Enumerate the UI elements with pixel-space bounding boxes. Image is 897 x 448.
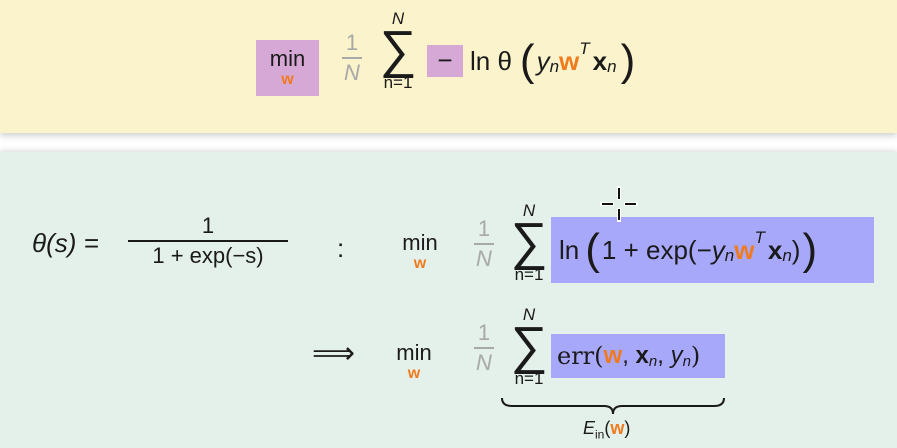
x-vector: x <box>767 234 783 265</box>
row1-fraction-1-over-N: 1 N <box>474 218 494 270</box>
row2-min-w: min w <box>386 342 442 382</box>
top-min-w: min w <box>256 40 319 96</box>
theta-numerator: 1 <box>201 213 215 238</box>
sum-lower-limit: n=1 <box>514 368 544 388</box>
fraction-numerator: 1 <box>477 216 491 241</box>
implies-arrow: ⟹ <box>312 337 356 370</box>
x-vector: x <box>592 45 608 76</box>
top-negation-highlight: − <box>427 45 463 77</box>
w-vector: w <box>559 45 580 76</box>
close-paren: ) <box>802 225 818 274</box>
theta-lhs: θ(s) = <box>32 228 99 258</box>
ein-subscript: in <box>595 427 605 442</box>
y-subscript: n <box>549 57 560 76</box>
min-operator: min <box>402 230 438 255</box>
w-vector: w <box>603 342 623 369</box>
row2-summation: N ∑ n=1 <box>504 306 554 387</box>
ln-operator: ln <box>559 234 580 265</box>
top-summation: N ∑ n=1 <box>373 10 423 91</box>
sigma-symbol: ∑ <box>379 21 417 79</box>
sum-upper-limit: N <box>522 305 536 324</box>
sum-upper-limit: N <box>522 201 536 220</box>
fraction-denominator: N <box>476 350 492 375</box>
min-subscript-w: w <box>281 71 294 88</box>
close-paren: ) <box>690 342 701 370</box>
ein-E: E <box>583 418 596 438</box>
ein-close-paren: ) <box>624 418 631 438</box>
comma: , <box>657 342 671 369</box>
ein-open-paren: ( <box>604 418 611 438</box>
underbrace <box>501 397 725 415</box>
min-subscript-w: w <box>407 365 421 382</box>
ln-theta: ln θ <box>470 45 512 76</box>
close-exp-paren: ) <box>791 234 801 265</box>
colon-separator: : <box>337 233 345 263</box>
min-operator: min <box>396 340 432 365</box>
fraction-numerator: 1 <box>345 30 359 55</box>
min-subscript-w: w <box>413 255 427 272</box>
x-subscript: n <box>782 246 792 265</box>
row1-min-w: min w <box>392 232 448 272</box>
transpose-T: T <box>754 228 765 247</box>
theta-fraction-bar <box>128 240 288 242</box>
top-fraction-1-over-N: 1 N <box>342 32 362 84</box>
ein-label: Ein(w) <box>583 418 630 442</box>
theta-fraction: 1 1 + exp(−s) <box>128 215 288 267</box>
one-plus-exp: 1 + exp(− <box>601 234 712 265</box>
ein-w: w <box>610 418 625 438</box>
w-vector: w <box>734 234 755 265</box>
crosshair-cursor-icon <box>600 186 638 222</box>
fraction-bar <box>342 57 362 59</box>
fraction-numerator: 1 <box>477 320 491 345</box>
y-variable: y <box>536 45 550 76</box>
negation-sign: − <box>437 45 453 75</box>
min-operator: min <box>269 46 306 71</box>
bottom-formula-panel <box>0 152 897 448</box>
open-paren: ( <box>519 36 535 85</box>
y-variable: y <box>670 342 683 369</box>
fraction-bar <box>474 243 494 245</box>
sum-lower-limit: n=1 <box>514 264 544 284</box>
fraction-denominator: N <box>476 246 492 271</box>
y-subscript: n <box>724 246 735 265</box>
x-subscript: n <box>648 352 658 370</box>
transpose-T: T <box>579 39 590 58</box>
comma: , <box>622 342 636 369</box>
sum-lower-limit: n=1 <box>383 72 413 92</box>
fraction-bar <box>474 347 494 349</box>
theta-denominator: 1 + exp(−s) <box>152 243 264 268</box>
row2-fraction-1-over-N: 1 N <box>474 322 494 374</box>
x-subscript: n <box>607 57 617 76</box>
theta-definition: θ(s) = <box>32 228 99 259</box>
y-subscript: n <box>682 352 691 370</box>
err-function: err( <box>557 342 604 370</box>
fraction-denominator: N <box>344 60 360 85</box>
x-vector: x <box>635 342 649 369</box>
sum-upper-limit: N <box>391 9 405 28</box>
close-paren: ) <box>620 36 636 85</box>
open-paren: ( <box>585 225 600 274</box>
row1-summation: N ∑ n=1 <box>504 202 554 283</box>
sigma-symbol: ∑ <box>510 213 548 271</box>
sigma-symbol: ∑ <box>510 317 548 375</box>
y-variable: y <box>711 234 725 265</box>
